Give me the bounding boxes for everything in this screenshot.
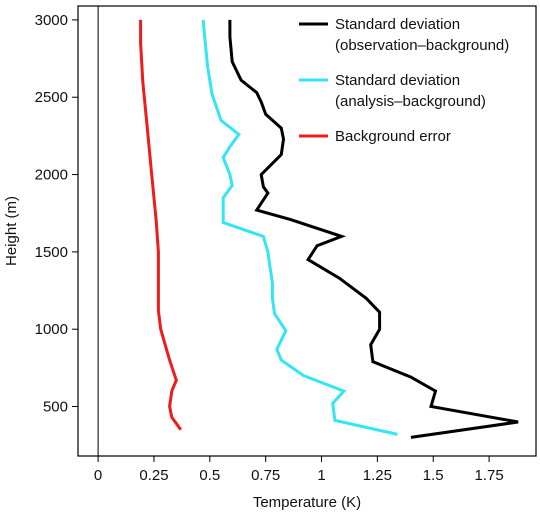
y-tick-label: 2000 <box>35 167 68 184</box>
x-axis-title: Temperature (K) <box>253 494 361 511</box>
legend: Standard deviation (observation–backgroun… <box>299 16 509 145</box>
x-tick-label: 0.25 <box>139 467 168 484</box>
x-tick-label: 1.5 <box>423 467 444 484</box>
legend-label: (analysis–background) <box>335 93 486 110</box>
y-tick-label: 1500 <box>35 244 68 261</box>
x-tick-label: 1.25 <box>363 467 392 484</box>
series-layer <box>139 19 519 439</box>
series-line-2 <box>201 19 398 436</box>
plot-frame <box>77 5 537 457</box>
y-axis-ticks: 500 1000 1500 2000 2500 3000 <box>35 12 78 416</box>
legend-label: (observation–background) <box>335 37 509 54</box>
y-tick-label: 3000 <box>35 12 68 29</box>
x-tick-label: 0.75 <box>251 467 280 484</box>
legend-label: Standard deviation <box>335 16 460 33</box>
x-tick-label: 0.5 <box>199 467 220 484</box>
x-tick-label: 1 <box>317 467 325 484</box>
y-axis-title: Height (m) <box>3 196 20 266</box>
series-line-3 <box>139 19 183 431</box>
x-axis-ticks: 0 0.25 0.5 0.75 1 1.25 1.5 1.75 <box>94 456 504 484</box>
x-tick-label: 1.75 <box>474 467 503 484</box>
y-tick-label: 2500 <box>35 89 68 106</box>
y-tick-label: 1000 <box>35 321 68 338</box>
x-tick-label: 0 <box>94 467 102 484</box>
legend-label: Background error <box>335 128 451 145</box>
legend-label: Standard deviation <box>335 72 460 89</box>
y-tick-label: 500 <box>43 399 68 416</box>
series-line-1 <box>228 19 519 439</box>
